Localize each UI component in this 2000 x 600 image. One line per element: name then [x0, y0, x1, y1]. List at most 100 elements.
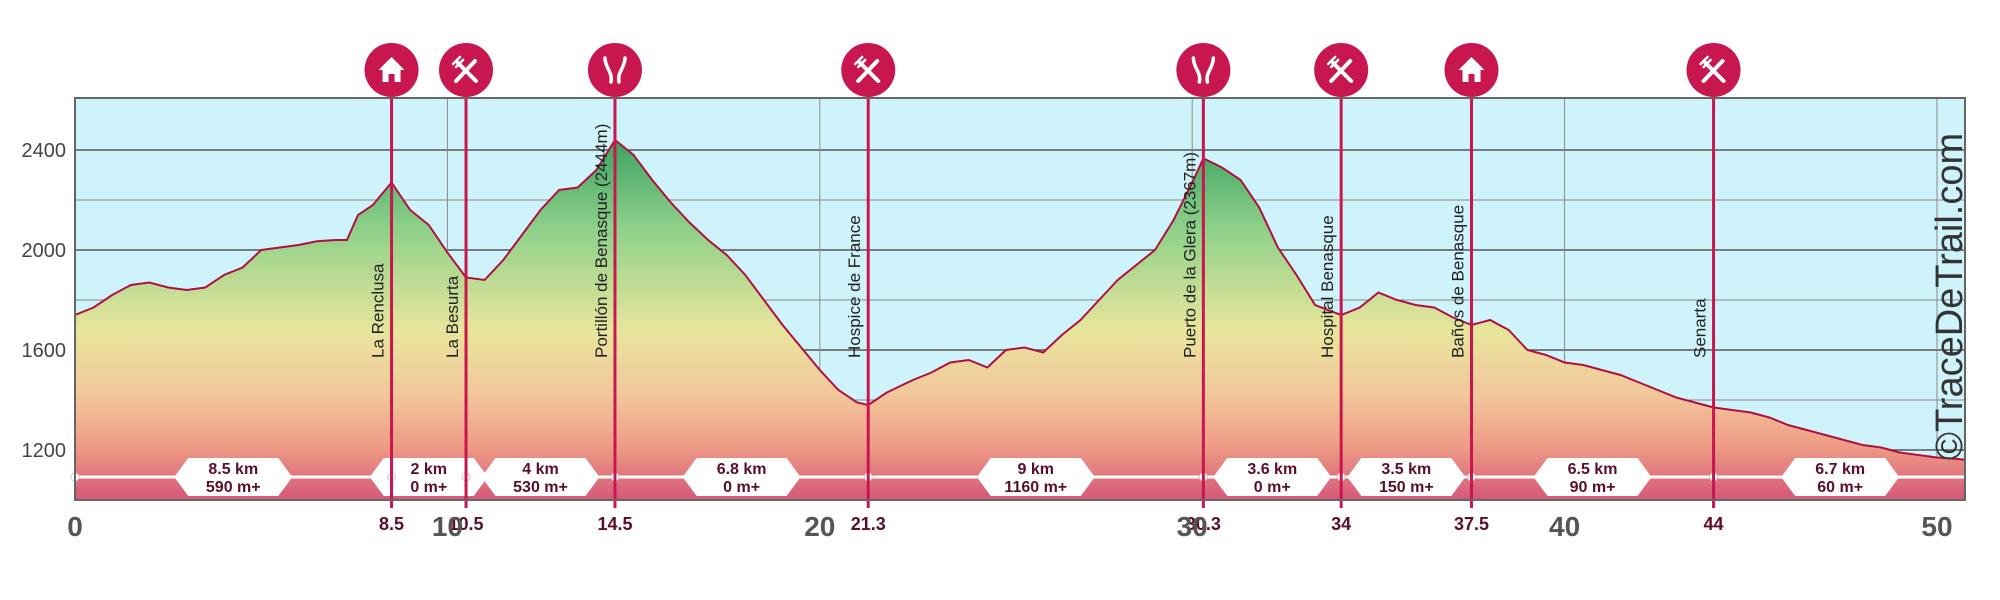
stop-icon-circle — [1176, 43, 1231, 97]
x-tick-label: 30 — [1177, 511, 1208, 542]
stop-km-label: 37.5 — [1454, 514, 1489, 534]
stop-km-label: 44 — [1704, 514, 1724, 534]
stop-name: Hospice de France — [845, 215, 864, 358]
house-door — [388, 74, 395, 82]
stop-name: Senarta — [1691, 298, 1710, 358]
fork-stroke — [1331, 61, 1354, 83]
segment-label-box — [682, 458, 801, 496]
elevation-area — [75, 140, 1965, 500]
cutlery-icon — [1686, 43, 1741, 97]
y-tick-label: 2400 — [22, 140, 67, 162]
segment-label-box — [1347, 458, 1466, 496]
segment-label-box — [976, 458, 1095, 496]
stop-km-label: 10.5 — [448, 514, 483, 534]
segment-label: 2 km0 m+ — [369, 458, 488, 496]
segment-label-box — [1781, 458, 1900, 496]
segment-gain: 1160 m+ — [1004, 479, 1067, 496]
segment-distance: 8.5 km — [208, 461, 258, 478]
segment-gain: 0 m+ — [723, 479, 760, 496]
stops-layer: La Renclusa 8.5 La Besurta 10.5 Portillón de… — [364, 43, 1741, 534]
stop-name: Hospital Benasque — [1318, 215, 1337, 358]
segment-distance: 6.8 km — [717, 461, 767, 478]
stop-name: La Renclusa — [369, 263, 388, 358]
cutlery-icon — [439, 43, 494, 97]
stop-name: La Besurta — [443, 275, 462, 358]
stop-name: Baños de Benasque — [1449, 205, 1468, 358]
y-tick-label: 2000 — [22, 240, 67, 262]
stop-marker: La Besurta 10.5 — [439, 43, 494, 534]
segment-label-box — [1533, 458, 1652, 496]
stop-marker: Baños de Benasque 37.5 — [1444, 43, 1499, 534]
house-roof — [378, 57, 405, 70]
pass-right — [616, 56, 627, 84]
axis-ticks: 1200 1600 2000 2400 0 10 20 30 40 50 — [22, 140, 1953, 542]
segment-gain: 530 m+ — [513, 479, 568, 496]
fork-stroke — [456, 61, 479, 83]
mountain-pass-icon — [587, 43, 642, 97]
elevation-line — [75, 138, 1965, 461]
segment-distance: 3.6 km — [1247, 461, 1297, 478]
x-tick-label: 40 — [1549, 511, 1580, 542]
stop-km-label: 34 — [1331, 514, 1351, 534]
x-tick-label: 10 — [432, 511, 463, 542]
pass-left — [603, 56, 614, 84]
segment-distance: 6.7 km — [1815, 461, 1865, 478]
fork-stroke — [1703, 61, 1726, 83]
stop-marker: Hospice de France 21.3 — [841, 43, 896, 534]
x-tick-label: 20 — [804, 511, 835, 542]
house-roof — [1458, 57, 1485, 70]
stop-marker: La Renclusa 8.5 — [364, 43, 419, 534]
segment-gain: 90 m+ — [1570, 479, 1616, 496]
x-tick-label: 0 — [67, 511, 83, 542]
y-tick-label: 1600 — [22, 340, 67, 362]
segment-gain: 0 m+ — [410, 479, 447, 496]
house-icon — [1444, 43, 1499, 97]
house-door — [1468, 74, 1475, 82]
plot-frame — [74, 97, 1966, 501]
x-tick-label: 50 — [1921, 511, 1952, 542]
pass-right — [1205, 56, 1216, 84]
segment-label-box — [1213, 458, 1332, 496]
mountain-pass-icon — [1176, 43, 1231, 97]
segment-label-box — [481, 458, 600, 496]
stop-name: Portillón de Benasque (2444m) — [592, 124, 611, 358]
fork-tines — [1699, 55, 1712, 69]
stop-marker: Hospital Benasque 34 — [1314, 43, 1369, 534]
stop-name: Puerto de la Glera (2367m) — [1180, 152, 1199, 358]
segment-distance: 3.5 km — [1381, 461, 1431, 478]
y-tick-label: 1200 — [22, 440, 67, 462]
segment-gain: 150 m+ — [1379, 479, 1434, 496]
stop-marker: Portillón de Benasque (2444m) 14.5 — [587, 43, 642, 534]
stop-marker: Puerto de la Glera (2367m) 30.3 — [1176, 43, 1231, 534]
cutlery-icon — [1314, 43, 1369, 97]
stop-km-label: 8.5 — [379, 514, 404, 534]
segment-gain: 0 m+ — [1254, 479, 1291, 496]
fork-tines — [853, 55, 867, 69]
segment-label: 6.8 km0 m+ — [682, 458, 801, 496]
cutlery-icon — [841, 43, 896, 97]
segment-distance: 9 km — [1018, 461, 1054, 478]
segment-label-box — [369, 458, 488, 496]
segment-gain: 590 m+ — [206, 479, 261, 496]
segment-label-box — [174, 458, 293, 496]
stop-icon-circle — [587, 43, 642, 97]
stop-km-label: 30.3 — [1186, 514, 1221, 534]
segment-distance: 4 km — [522, 461, 558, 478]
stop-marker: Senarta 44 — [1686, 43, 1741, 534]
segment-gain: 60 m+ — [1817, 479, 1863, 496]
segment-distance: 6.5 km — [1568, 461, 1618, 478]
stop-km-label: 21.3 — [851, 514, 886, 534]
pass-left — [1191, 56, 1202, 84]
fork-tines — [451, 55, 465, 69]
stop-km-label: 14.5 — [597, 514, 632, 534]
watermark: ©TraceDeTrail.com — [1929, 133, 1971, 460]
